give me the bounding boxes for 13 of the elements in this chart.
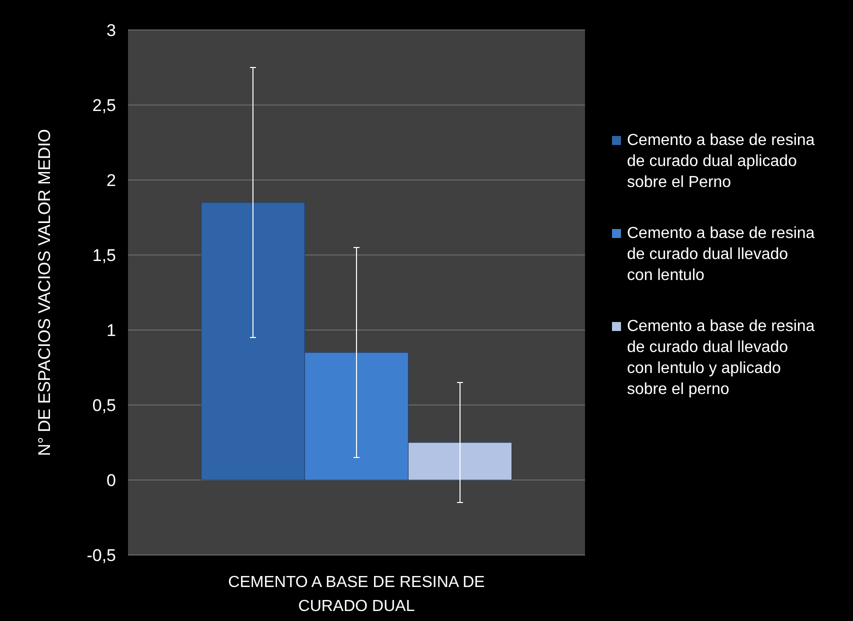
- y-tick-label: 3: [106, 20, 116, 40]
- y-axis-title: N° DE ESPACIOS VACIOS VALOR MEDIO: [35, 128, 54, 456]
- y-tick-label: 0: [106, 470, 116, 490]
- y-tick-label: 0,5: [92, 396, 116, 415]
- y-tick-label: 2,5: [92, 96, 116, 115]
- y-tick-label: 1: [106, 320, 116, 340]
- legend-label: Cemento a base de resina de curado dual llevado con lentulo y aplicado sobre el perno: [627, 318, 815, 398]
- y-tick-label: 1,5: [92, 246, 116, 265]
- x-tick-label: CEMENTO A BASE DE RESINA DE CURADO DUAL: [228, 574, 485, 615]
- y-tick-label: 2: [106, 170, 116, 190]
- legend-label: Cemento a base de resina de curado dual aplicado sobre el Perno: [627, 132, 815, 191]
- y-tick-label: -0,5: [86, 546, 116, 565]
- legend-label: Cemento a base de resina de curado dual llevado con lentulo: [627, 225, 815, 284]
